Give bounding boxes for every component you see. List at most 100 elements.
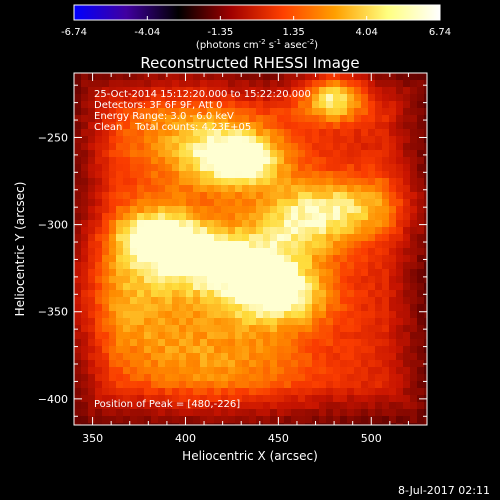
heatmap-cell <box>179 136 187 144</box>
heatmap-cell <box>417 325 425 333</box>
heatmap-cell <box>130 318 138 326</box>
heatmap-cell <box>144 269 152 277</box>
heatmap-cell <box>235 108 243 116</box>
heatmap-cell <box>340 199 348 207</box>
heatmap-cell <box>95 304 103 312</box>
heatmap-cell <box>95 297 103 305</box>
heatmap-cell <box>193 416 201 424</box>
heatmap-cell <box>277 234 285 242</box>
heatmap-cell <box>291 395 299 403</box>
heatmap-cell <box>319 178 327 186</box>
heatmap-cell <box>172 171 180 179</box>
heatmap-cell <box>242 402 250 410</box>
heatmap-cell <box>424 80 427 88</box>
heatmap-cell <box>340 402 348 410</box>
heatmap-cell <box>382 80 390 88</box>
heatmap-cell <box>95 150 103 158</box>
heatmap-cell <box>123 248 131 256</box>
heatmap-cell <box>158 374 166 382</box>
heatmap-cell <box>340 290 348 298</box>
heatmap-cell <box>284 318 292 326</box>
heatmap-cell <box>172 199 180 207</box>
heatmap-cell <box>319 416 327 424</box>
heatmap-cell <box>207 255 215 263</box>
heatmap-cell <box>340 213 348 221</box>
heatmap-cell <box>74 199 82 207</box>
heatmap-cell <box>130 206 138 214</box>
heatmap-cell <box>235 388 243 396</box>
heatmap-cell <box>81 178 89 186</box>
heatmap-cell <box>361 423 369 425</box>
heatmap-cell <box>410 143 418 151</box>
heatmap-cell <box>144 157 152 165</box>
heatmap-cell <box>193 220 201 228</box>
heatmap-cell <box>144 388 152 396</box>
heatmap-cell <box>312 185 320 193</box>
heatmap-cell <box>312 108 320 116</box>
heatmap-cell <box>396 220 404 228</box>
heatmap-cell <box>277 416 285 424</box>
heatmap-cell <box>102 178 110 186</box>
heatmap-cell <box>382 262 390 270</box>
heatmap-cell <box>214 311 222 319</box>
heatmap-cell <box>326 241 334 249</box>
heatmap-cell <box>382 374 390 382</box>
heatmap-cell <box>123 143 131 151</box>
heatmap-cell <box>158 234 166 242</box>
heatmap-cell <box>137 318 145 326</box>
heatmap-cell <box>382 178 390 186</box>
heatmap-cell <box>123 360 131 368</box>
heatmap-cell <box>95 276 103 284</box>
heatmap-cell <box>242 136 250 144</box>
heatmap-cell <box>396 255 404 263</box>
heatmap-cell <box>116 94 124 102</box>
heatmap-cell <box>354 178 362 186</box>
heatmap-cell <box>186 339 194 347</box>
heatmap-cell <box>130 157 138 165</box>
heatmap-cell <box>270 80 278 88</box>
heatmap-cell <box>221 297 229 305</box>
heatmap-cell <box>116 171 124 179</box>
heatmap-cell <box>277 122 285 130</box>
heatmap-cell <box>116 395 124 403</box>
heatmap-cell <box>333 164 341 172</box>
heatmap-cell <box>102 199 110 207</box>
heatmap-cell <box>130 332 138 340</box>
heatmap-cell <box>109 297 117 305</box>
heatmap-cell <box>144 255 152 263</box>
heatmap-cell <box>186 262 194 270</box>
heatmap-cell <box>347 171 355 179</box>
heatmap-cell <box>305 227 313 235</box>
heatmap-cell <box>354 269 362 277</box>
heatmap-cell <box>368 199 376 207</box>
heatmap-cell <box>256 374 264 382</box>
heatmap-cell <box>228 227 236 235</box>
heatmap-cell <box>270 108 278 116</box>
heatmap-cell <box>221 290 229 298</box>
heatmap-cell <box>410 416 418 424</box>
heatmap-cell <box>368 360 376 368</box>
heatmap-cell <box>235 115 243 123</box>
heatmap-cell <box>298 192 306 200</box>
heatmap-cell <box>186 318 194 326</box>
heatmap-cell <box>144 339 152 347</box>
heatmap-cell <box>368 171 376 179</box>
heatmap-cell <box>116 178 124 186</box>
heatmap-cell <box>221 178 229 186</box>
heatmap-cell <box>361 227 369 235</box>
heatmap-cell <box>361 101 369 109</box>
heatmap-cell <box>242 353 250 361</box>
heatmap-cell <box>354 213 362 221</box>
heatmap-cell <box>319 304 327 312</box>
heatmap-cell <box>242 381 250 389</box>
heatmap-cell <box>396 409 404 417</box>
heatmap-cell <box>361 367 369 375</box>
heatmap-cell <box>361 108 369 116</box>
heatmap-cell <box>354 80 362 88</box>
heatmap-cell <box>179 339 187 347</box>
heatmap-cell <box>312 80 320 88</box>
heatmap-cell <box>298 87 306 95</box>
heatmap-cell <box>277 353 285 361</box>
heatmap-cell <box>207 367 215 375</box>
heatmap-cell <box>340 178 348 186</box>
